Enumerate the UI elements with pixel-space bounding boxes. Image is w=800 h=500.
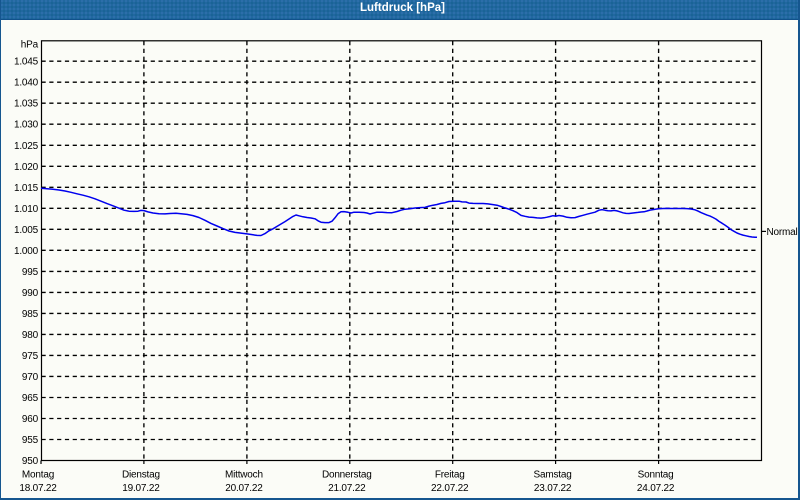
svg-text:975: 975 <box>22 351 39 362</box>
svg-text:Montag: Montag <box>22 470 54 481</box>
svg-text:20.07.22: 20.07.22 <box>225 483 263 494</box>
svg-text:965: 965 <box>22 393 39 404</box>
svg-text:21.07.22: 21.07.22 <box>328 483 366 494</box>
svg-text:990: 990 <box>22 288 39 299</box>
svg-text:hPa: hPa <box>21 40 39 51</box>
svg-text:1.025: 1.025 <box>14 141 39 152</box>
svg-text:23.07.22: 23.07.22 <box>534 483 572 494</box>
svg-text:Freitag: Freitag <box>435 470 465 481</box>
svg-text:1.015: 1.015 <box>14 183 39 194</box>
svg-text:18.07.22: 18.07.22 <box>19 483 57 494</box>
svg-text:985: 985 <box>22 309 39 320</box>
svg-text:995: 995 <box>22 267 39 278</box>
svg-text:Dienstag: Dienstag <box>122 470 160 481</box>
svg-text:1.035: 1.035 <box>14 99 39 110</box>
svg-text:Donnerstag: Donnerstag <box>322 470 372 481</box>
svg-text:970: 970 <box>22 372 39 383</box>
svg-text:Sonntag: Sonntag <box>638 470 674 481</box>
svg-text:24.07.22: 24.07.22 <box>637 483 675 494</box>
svg-text:22.07.22: 22.07.22 <box>431 483 469 494</box>
svg-text:955: 955 <box>22 435 39 446</box>
svg-text:1.005: 1.005 <box>14 225 39 236</box>
svg-text:1.045: 1.045 <box>14 57 39 68</box>
svg-text:19.07.22: 19.07.22 <box>122 483 160 494</box>
svg-text:960: 960 <box>22 414 39 425</box>
svg-text:1.040: 1.040 <box>14 78 39 89</box>
svg-text:1.000: 1.000 <box>14 246 39 257</box>
svg-text:1.010: 1.010 <box>14 204 39 215</box>
svg-text:1.030: 1.030 <box>14 120 39 131</box>
svg-text:1.020: 1.020 <box>14 162 39 173</box>
svg-text:Normal: Normal <box>767 227 798 238</box>
svg-text:Mittwoch: Mittwoch <box>225 470 263 481</box>
svg-text:950: 950 <box>22 456 39 467</box>
svg-text:980: 980 <box>22 330 39 341</box>
svg-text:Samstag: Samstag <box>534 470 572 481</box>
